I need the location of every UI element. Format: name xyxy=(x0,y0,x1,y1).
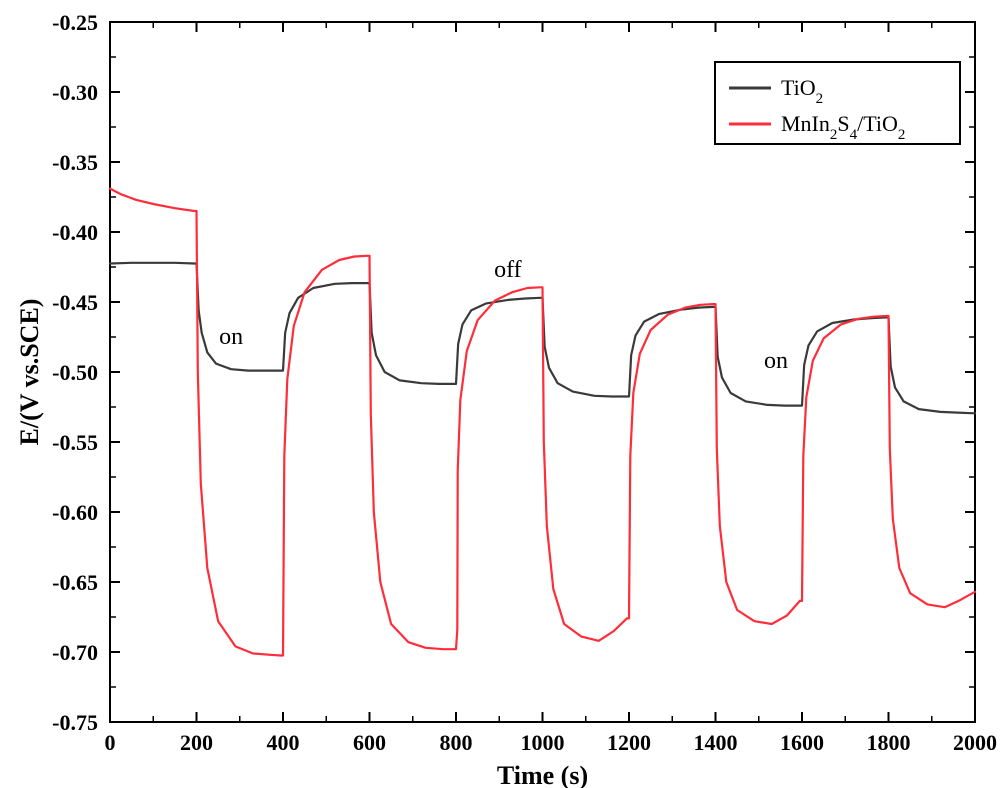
x-axis-title: Time (s) xyxy=(497,761,588,788)
y-tick-label: -0.70 xyxy=(52,640,98,665)
ocp-chart: 0 200 400 600 800 1000 1200 1400 1600 1800 2000 -0.… xyxy=(0,0,1000,788)
y-tick-label: -0.30 xyxy=(52,80,98,105)
y-tick-label: -0.50 xyxy=(52,360,98,385)
y-tick-label: -0.25 xyxy=(52,10,98,35)
y-tick-label: -0.45 xyxy=(52,290,98,315)
y-tick-label: -0.55 xyxy=(52,430,98,455)
y-axis-title: E/(V vs.SCE) xyxy=(15,299,44,446)
x-tick-label: 2000 xyxy=(953,730,997,755)
y-tick-label: -0.60 xyxy=(52,500,98,525)
annotation: on xyxy=(764,348,788,374)
x-tick-label: 600 xyxy=(353,730,386,755)
x-tick-label: 1800 xyxy=(867,730,911,755)
x-tick-label: 1600 xyxy=(780,730,824,755)
y-tick-label: -0.40 xyxy=(52,220,98,245)
x-tick-label: 1200 xyxy=(607,730,651,755)
x-tick-label: 1000 xyxy=(521,730,565,755)
x-tick-label: 200 xyxy=(180,730,213,755)
x-tick-label: 400 xyxy=(267,730,300,755)
y-tick-label: -0.35 xyxy=(52,150,98,175)
annotation: off xyxy=(494,257,522,283)
y-tick-label: -0.75 xyxy=(52,710,98,735)
y-tick-label: -0.65 xyxy=(52,570,98,595)
x-tick-label: 1400 xyxy=(694,730,738,755)
x-tick-label: 800 xyxy=(440,730,473,755)
x-tick-label: 0 xyxy=(105,730,116,755)
annotation: on xyxy=(219,324,243,350)
